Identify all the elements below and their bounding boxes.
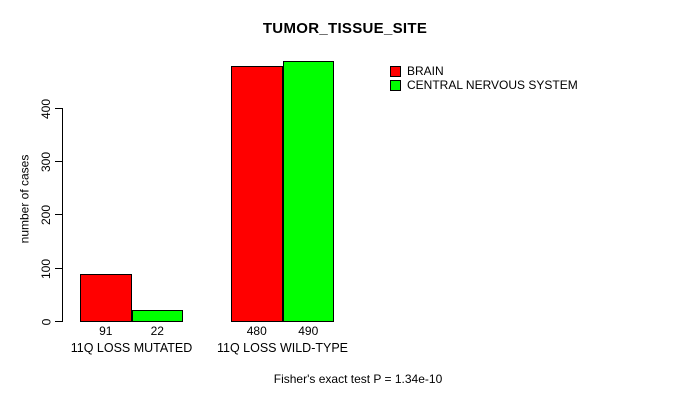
y-axis-tick-label: 0 [39, 302, 53, 342]
legend-label: CENTRAL NERVOUS SYSTEM [407, 78, 578, 92]
chart-title: TUMOR_TISSUE_SITE [262, 20, 428, 37]
y-axis-title: number of cases [12, 99, 36, 299]
bar-value-label: 480 [246, 324, 267, 338]
legend-item: CENTRAL NERVOUS SYSTEM [390, 78, 578, 92]
plot-area: 0 100 200 300 400 91 22 11Q LOSS MUTATED 480 490 1… [39, 58, 607, 355]
category-label: 11Q LOSS WILD-TYPE [216, 341, 349, 355]
bar [131, 310, 183, 322]
legend-item: BRAIN [390, 64, 578, 78]
y-axis-tick-label: 100 [39, 249, 53, 289]
y-axis-tick-label-text: 300 [39, 152, 53, 173]
y-axis-tick [55, 161, 62, 163]
y-axis-tick-label: 300 [39, 142, 53, 182]
bar-value-label: 490 [298, 324, 319, 338]
y-axis-tick-label: 200 [39, 195, 53, 235]
category-label: 11Q LOSS MUTATED [70, 341, 193, 355]
bar-value-label: 22 [150, 324, 164, 338]
legend-swatch [390, 79, 401, 91]
y-axis-tick [55, 267, 62, 269]
y-axis-tick-label: 400 [39, 89, 53, 129]
y-axis-tick [55, 107, 62, 109]
legend-label: BRAIN [407, 64, 444, 78]
legend: BRAIN CENTRAL NERVOUS SYSTEM [390, 64, 578, 92]
y-axis-tick-label-text: 100 [39, 258, 53, 279]
bar [231, 66, 283, 322]
y-axis-line [62, 107, 63, 322]
y-axis-title-text: number of cases [17, 154, 31, 244]
legend-swatch [390, 65, 401, 77]
stat-caption: Fisher's exact test P = 1.34e-10 [273, 372, 443, 386]
bar [282, 60, 334, 322]
y-axis-tick [55, 321, 62, 322]
y-axis-tick-label-text: 0 [39, 318, 53, 326]
bar-value-label: 91 [99, 324, 113, 338]
y-axis-tick [55, 214, 62, 216]
y-axis-tick-label-text: 200 [39, 205, 53, 226]
bar [80, 273, 132, 322]
y-axis-tick-label-text: 400 [39, 98, 53, 119]
